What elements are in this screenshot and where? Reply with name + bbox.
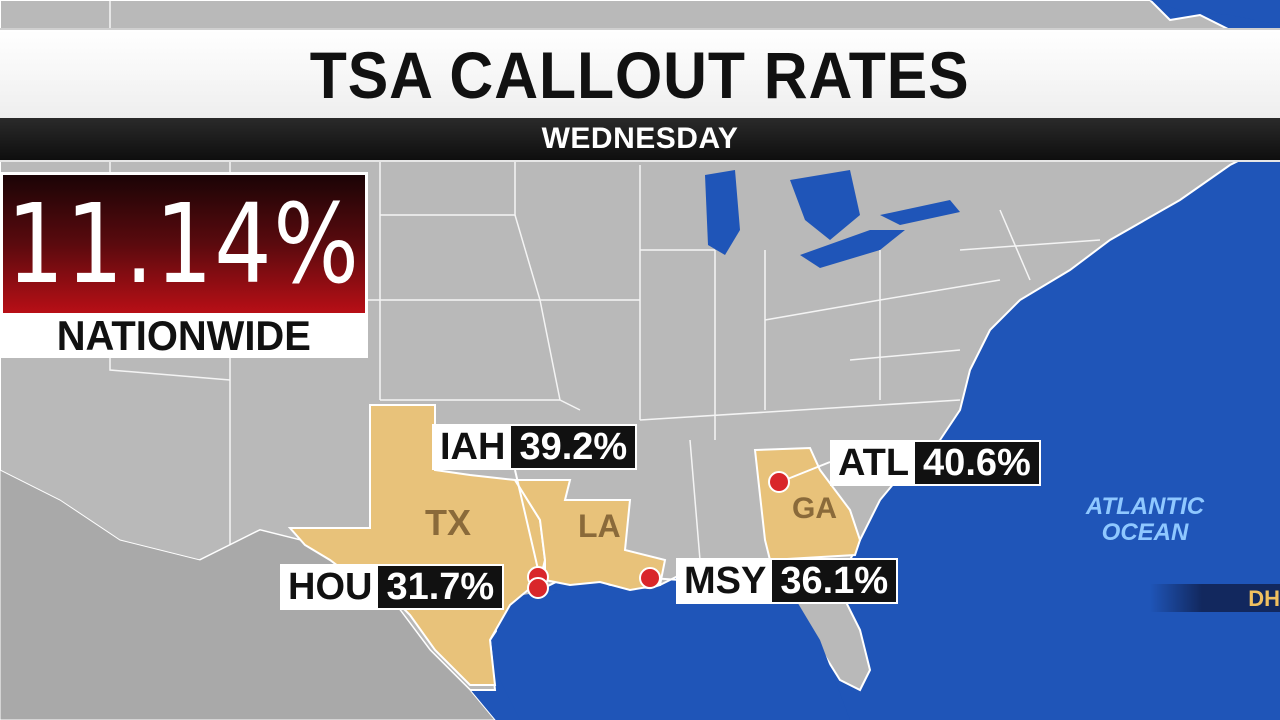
callout-iah: IAH 39.2% [432,424,638,470]
lake-erie [800,230,905,268]
callout-code: IAH [432,424,512,470]
texas-shape [287,404,547,686]
state-label-tx: TX [425,502,472,543]
nationwide-value: 11.14% [7,180,361,308]
callout-rate: 40.6% [915,440,1041,486]
nationwide-box: 11.14% NATIONWIDE [0,172,368,359]
atl-marker [768,471,790,493]
nationwide-label: NATIONWIDE [56,311,312,359]
callout-rate: 36.1% [772,558,899,604]
hou-marker [527,577,549,599]
iah-leader [514,469,541,579]
lake-huron [790,170,860,240]
ticker-text: DH [1248,586,1280,611]
callout-msy: MSY 36.1% [676,558,899,604]
graphic-subtitle: WEDNESDAY [541,122,739,155]
nationwide-label-panel: NATIONWIDE [0,311,368,359]
subtitle-bar: WEDNESDAY [0,118,1280,162]
msy-marker [639,567,661,589]
lake-superior [1150,0,1280,25]
state-label-ga: GA [792,492,837,525]
title-bar: TSA CALLOUT RATES [0,28,1280,120]
state-label-la: LA [578,508,621,544]
nationwide-value-panel: 11.14% [3,175,365,313]
callout-rate: 39.2% [511,424,638,470]
callout-code: HOU [280,564,379,610]
callout-code: ATL [830,440,916,486]
gulf-of-mexico [495,570,850,720]
lake-michigan [705,170,740,255]
graphic-title: TSA CALLOUT RATES [310,38,970,112]
callout-hou: HOU 31.7% [280,564,505,610]
lake-ontario [880,200,960,225]
ocean-label-line1: ATLANTIC [1085,493,1205,520]
callout-atl: ATL 40.6% [830,440,1041,486]
ocean-label-line2: OCEAN [1101,519,1189,546]
callout-rate: 31.7% [378,564,505,610]
ocean-label: ATLANTIC OCEAN [1080,494,1210,546]
callout-code: MSY [676,558,773,604]
ticker-fragment: DH [1150,584,1280,612]
